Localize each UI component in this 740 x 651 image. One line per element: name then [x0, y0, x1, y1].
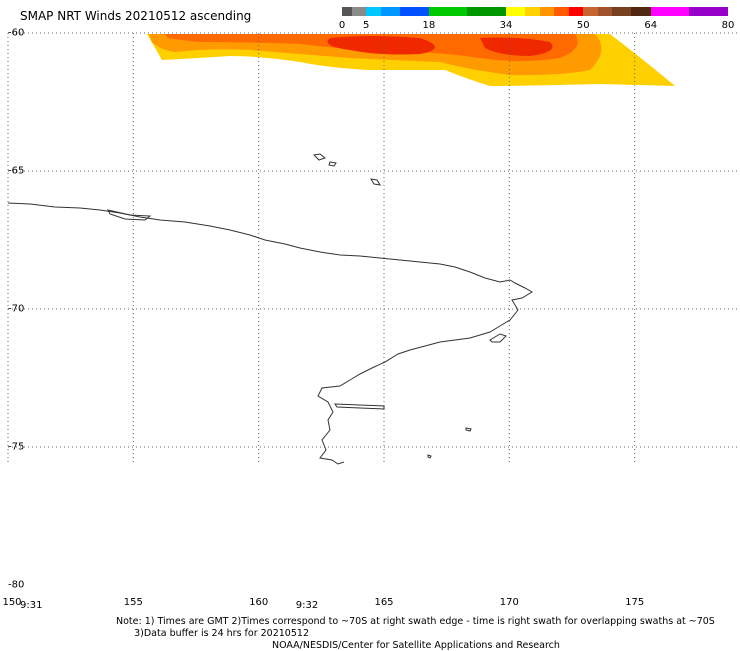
longitude-label: 170	[499, 597, 519, 608]
latitude-label: -65	[8, 165, 25, 177]
colorbar-segment	[612, 7, 632, 16]
note-line-1: Note: 1) Times are GMT 2)Times correspon…	[116, 616, 715, 627]
note-line-2: 3)Data buffer is 24 hrs for 20210512	[116, 628, 309, 639]
colorbar-tick-label: 50	[576, 20, 590, 31]
coastline-inlet	[489, 333, 507, 343]
colorbar-segment	[506, 7, 526, 16]
swath-time-label: 9:31	[20, 600, 43, 611]
colorbar-tick-label: 80	[721, 20, 735, 31]
colorbar-tick-label: 34	[499, 20, 513, 31]
colorbar-segment	[428, 7, 468, 16]
latitude-label: -70	[8, 303, 25, 315]
longitude-label: 150	[2, 597, 22, 608]
coastline-peninsula	[107, 209, 152, 221]
swath-time-label: 9:32	[295, 600, 319, 611]
colorbar-segment	[568, 7, 584, 16]
colorbar-segment	[689, 7, 728, 16]
island-2	[328, 161, 337, 167]
colorbar-segment	[554, 7, 569, 16]
footer-credit: NOAA/NESDIS/Center for Satellite Applica…	[272, 640, 560, 651]
wind-speed-colorbar	[342, 7, 728, 16]
colorbar-segment	[366, 7, 381, 16]
longitude-label: 165	[374, 597, 394, 608]
latitude-label: -80	[8, 579, 25, 591]
island-4	[465, 427, 472, 432]
colorbar-segment	[342, 7, 352, 16]
footer-note: Note: 1) Times are GMT 2)Times correspon…	[116, 616, 715, 640]
colorbar-segment	[597, 7, 613, 16]
longitude-label: 160	[249, 597, 269, 608]
colorbar-tick-label: 64	[644, 20, 658, 31]
colorbar-segment	[650, 7, 690, 16]
colorbar-segment	[399, 7, 429, 16]
coastline-ice-shelf-edge	[334, 403, 385, 410]
island-1	[312, 153, 327, 161]
colorbar-tick-label: 0	[338, 20, 346, 31]
colorbar-segment	[539, 7, 555, 16]
latitude-label: -75	[8, 441, 25, 453]
map-title: SMAP NRT Winds 20210512 ascending	[20, 9, 252, 23]
colorbar-segment	[583, 7, 598, 16]
latitude-label: -60	[8, 27, 25, 39]
colorbar-segment	[467, 7, 506, 16]
wind-swath	[147, 34, 675, 86]
colorbar-segment	[525, 7, 540, 16]
island-3	[370, 178, 381, 186]
colorbar-segment	[631, 7, 651, 16]
longitude-label: 155	[123, 597, 143, 608]
colorbar-segment	[351, 7, 367, 16]
colorbar-tick-label: 18	[422, 20, 436, 31]
island-5	[427, 454, 432, 459]
coastline-main	[7, 202, 533, 465]
colorbar-tick-label: 5	[362, 20, 370, 31]
longitude-label: 175	[625, 597, 645, 608]
colorbar-segment	[380, 7, 400, 16]
lat-lon-grid	[7, 32, 740, 463]
antarctic-coastline	[7, 153, 533, 465]
